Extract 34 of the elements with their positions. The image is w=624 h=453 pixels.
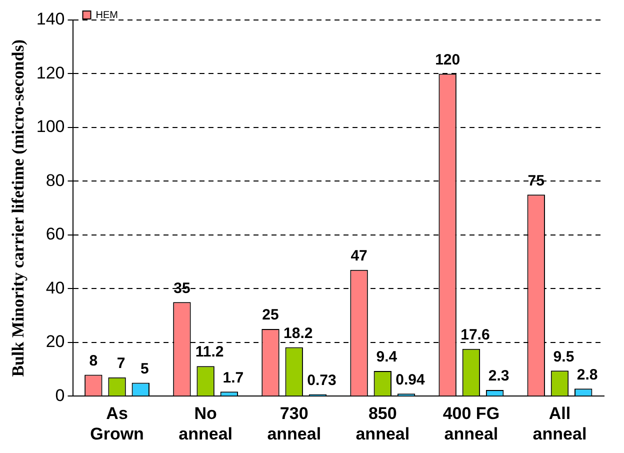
data-label: 1.7 — [222, 369, 244, 386]
data-label: 35 — [174, 280, 190, 297]
data-label: 0.73 — [307, 372, 336, 389]
x-tick-label: 850 anneal — [356, 404, 410, 444]
y-tick-label: 0 — [55, 386, 65, 405]
data-label: 0.94 — [396, 371, 426, 388]
y-tick-label: 20 — [46, 332, 65, 352]
x-tick-label: 400 FG anneal — [442, 404, 500, 444]
data-label: 11.2 — [195, 344, 224, 361]
y-tick-label: 120 — [36, 63, 65, 82]
data-label: 2.8 — [576, 366, 598, 384]
data-label: 9.5 — [553, 348, 574, 366]
y-tick-label: 140 — [36, 10, 65, 29]
data-label: 18.2 — [284, 324, 313, 342]
y-tick-label: 40 — [46, 278, 65, 298]
data-label: 9.4 — [376, 348, 398, 366]
y-axis-title: Bulk Minority carrier lifetime (micro-seconds) — [8, 39, 28, 377]
y-tick-label: 100 — [36, 117, 65, 136]
x-tick-label: 730 anneal — [267, 404, 322, 444]
data-label: 2.3 — [488, 368, 510, 385]
data-label: 5 — [140, 360, 149, 378]
y-tick-label: 80 — [46, 170, 65, 190]
data-label: 47 — [350, 248, 368, 265]
x-tick-label: All anneal — [532, 404, 587, 444]
x-tick-label: As Grown — [90, 404, 144, 444]
data-label: 25 — [262, 306, 279, 324]
data-label: 75 — [528, 172, 544, 190]
data-label: 120 — [435, 51, 460, 68]
data-label: 8 — [89, 352, 98, 370]
x-tick-label: No anneal — [178, 404, 233, 444]
data-label: 7 — [116, 355, 126, 372]
data-label: 17.6 — [460, 326, 490, 344]
legend-label: HEM — [96, 10, 118, 21]
y-tick-label: 60 — [46, 224, 65, 244]
